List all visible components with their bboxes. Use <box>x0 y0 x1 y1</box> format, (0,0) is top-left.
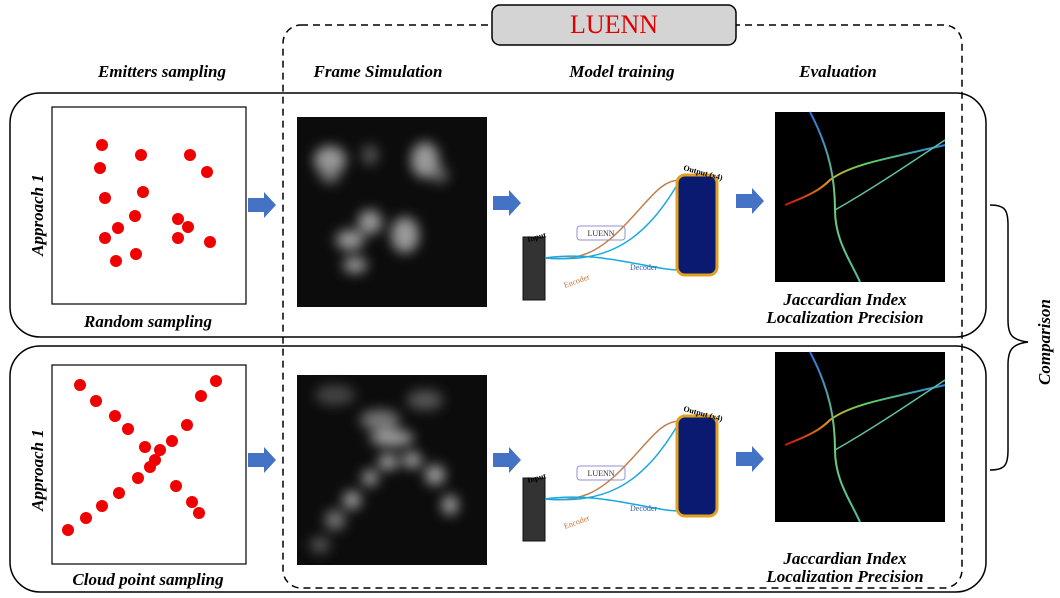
frame-spots <box>310 385 458 553</box>
arrow <box>248 192 276 218</box>
evaluation-image <box>775 111 946 283</box>
metric: Jaccardian Index <box>782 549 907 568</box>
frame-image <box>297 117 487 307</box>
emitters <box>62 375 222 536</box>
column-header: Frame Simulation <box>313 62 443 81</box>
output-image <box>675 414 719 518</box>
frame-spots <box>314 142 448 273</box>
output-image <box>675 173 719 277</box>
sampling-box <box>51 106 247 305</box>
metric: Jaccardian Index <box>782 290 907 309</box>
metric: Localization Precision <box>765 308 923 327</box>
input-image <box>522 477 546 542</box>
arrow <box>736 188 764 214</box>
decoder-label: Decoder <box>630 504 657 513</box>
network: Input LUENN Encoder Decoder Output (x4) <box>522 404 724 542</box>
sampling-label: Cloud point sampling <box>72 570 224 589</box>
sampling-label: Random sampling <box>83 312 213 331</box>
arrow <box>493 447 521 473</box>
row-label: Approach 1 <box>28 429 47 512</box>
luenn-region <box>282 24 963 589</box>
row-frame <box>9 92 987 338</box>
brace <box>989 204 1029 471</box>
encoder-label: Encoder <box>563 513 591 531</box>
decoder-label: Decoder <box>630 263 657 272</box>
comparison-label: Comparison <box>1035 299 1054 385</box>
column-header: Model training <box>568 62 675 81</box>
column-header: Emitters sampling <box>97 62 226 81</box>
row-frame <box>9 345 987 593</box>
title-box <box>491 4 737 46</box>
metric: Localization Precision <box>765 567 923 586</box>
row-label: Approach 1 <box>28 174 47 257</box>
frame-image <box>297 375 487 565</box>
block-label: LUENN <box>587 229 614 238</box>
title: LUENN <box>570 10 658 39</box>
encoder-label: Encoder <box>563 272 591 290</box>
network: Input LUENN Encoder Decoder Output (x4) <box>522 163 724 301</box>
block-box <box>576 465 626 481</box>
arrow <box>493 190 521 216</box>
arrow <box>736 446 764 472</box>
input-image <box>522 236 546 301</box>
block-label: LUENN <box>587 469 614 478</box>
evaluation-image <box>775 351 946 523</box>
emitters <box>94 139 216 267</box>
column-header: Evaluation <box>798 62 876 81</box>
arrow <box>248 447 276 473</box>
